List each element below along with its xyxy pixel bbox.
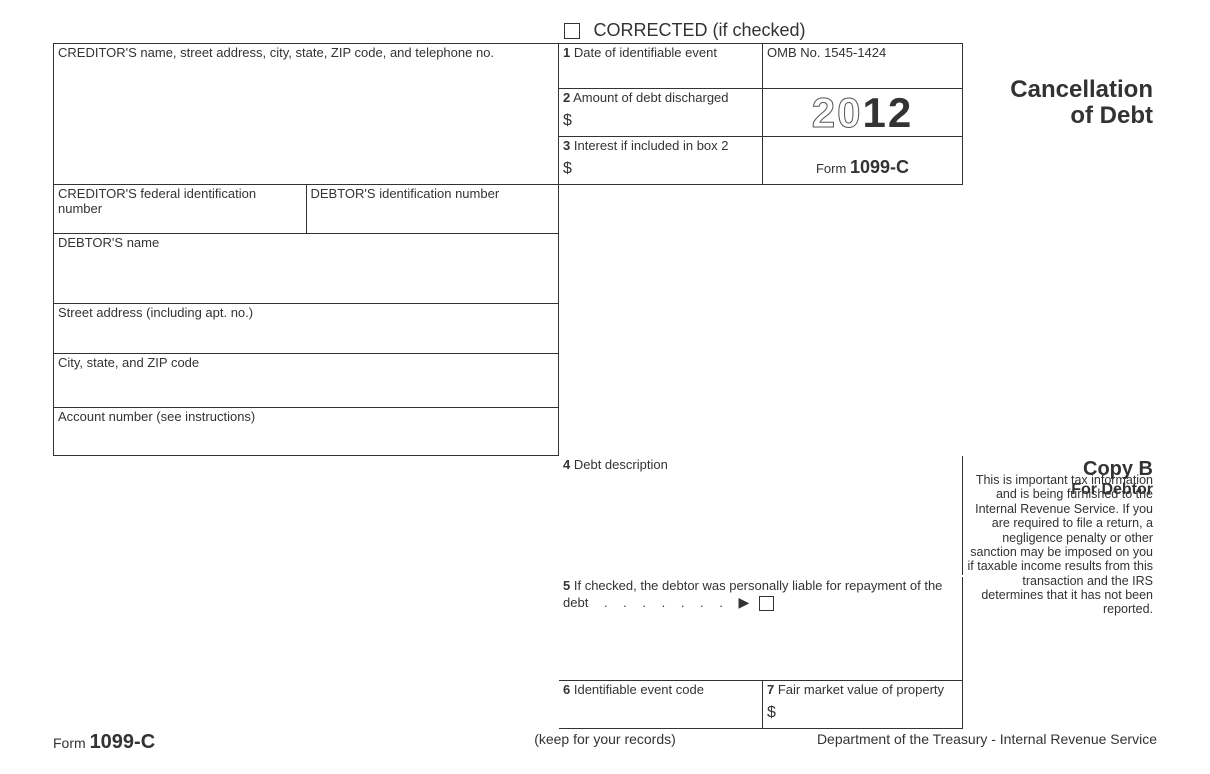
creditor-fed-id-box[interactable]: CREDITOR'S federal identification number xyxy=(53,185,307,234)
creditor-fed-id-label: CREDITOR'S federal identification number xyxy=(58,186,256,216)
right-column: OMB No. 1545-1424 2012 Form 1099-C xyxy=(763,43,963,456)
footer-form-number: 1099-C xyxy=(90,731,156,753)
box6-num: 6 xyxy=(563,682,570,697)
box-3[interactable]: 3 Interest if included in box 2 $ xyxy=(559,137,763,185)
box1-label: Date of identifiable event xyxy=(574,45,717,60)
box-5: 5 If checked, the debtor was personally … xyxy=(559,577,963,681)
title-box: Cancellation of Debt xyxy=(963,43,1157,185)
box7-num: 7 xyxy=(767,682,774,697)
year-suffix: 12 xyxy=(863,89,914,136)
box3-label: Interest if included in box 2 xyxy=(574,138,729,153)
box-2[interactable]: 2 Amount of debt discharged $ xyxy=(559,89,763,137)
box-7[interactable]: 7 Fair market value of property $ xyxy=(763,681,963,729)
street-label: Street address (including apt. no.) xyxy=(58,305,253,320)
corrected-checkbox[interactable] xyxy=(564,23,580,39)
left-column: CREDITOR'S name, street address, city, s… xyxy=(53,43,559,456)
box3-dollar: $ xyxy=(563,160,758,178)
year-box: 2012 xyxy=(763,89,963,137)
fine-print-text: This is important tax information and is… xyxy=(967,473,1157,729)
account-box[interactable]: Account number (see instructions) xyxy=(53,408,559,456)
debtor-name-box[interactable]: DEBTOR'S name xyxy=(53,234,559,304)
far-right-column: Cancellation of Debt xyxy=(963,43,1157,456)
omb-label: OMB No. 1545-1424 xyxy=(767,45,886,60)
form-label-prefix: Form xyxy=(816,161,846,176)
box3-num: 3 xyxy=(563,138,570,153)
omb-box: OMB No. 1545-1424 xyxy=(763,43,963,89)
footer-form-prefix: Form xyxy=(53,735,86,751)
footer-mid: (keep for your records) xyxy=(473,731,737,754)
box-6[interactable]: 6 Identifiable event code xyxy=(559,681,763,729)
box5-num: 5 xyxy=(563,578,570,593)
box7-dollar: $ xyxy=(767,704,958,722)
box2-label: Amount of debt discharged xyxy=(573,90,728,105)
form-number-box: Form 1099-C xyxy=(763,137,963,185)
box4-label: Debt description xyxy=(574,457,668,472)
box-4[interactable]: 4 Debt description xyxy=(559,456,963,575)
creditor-info-label: CREDITOR'S name, street address, city, s… xyxy=(58,45,494,60)
arrow-icon: ▶ xyxy=(739,594,750,610)
box7-label: Fair market value of property xyxy=(778,682,944,697)
title-line2: of Debt xyxy=(967,103,1153,129)
box1-num: 1 xyxy=(563,45,570,60)
street-box[interactable]: Street address (including apt. no.) xyxy=(53,304,559,354)
middle-column: 1 Date of identifiable event 2 Amount of… xyxy=(559,43,763,456)
box5-dots: . . . . . . . xyxy=(604,595,729,610)
form-grid: CREDITOR'S name, street address, city, s… xyxy=(53,43,1157,456)
box2-num: 2 xyxy=(563,90,570,105)
city-box[interactable]: City, state, and ZIP code xyxy=(53,354,559,408)
id-row: CREDITOR'S federal identification number… xyxy=(53,185,559,234)
title-line1: Cancellation xyxy=(967,77,1153,103)
form-1099c: CORRECTED (if checked) CREDITOR'S name, … xyxy=(53,20,1157,754)
box5-checkbox[interactable] xyxy=(759,596,774,611)
box6-label: Identifiable event code xyxy=(574,682,704,697)
debtor-id-label: DEBTOR'S identification number xyxy=(311,186,500,201)
box-1[interactable]: 1 Date of identifiable event xyxy=(559,43,763,89)
debtor-name-label: DEBTOR'S name xyxy=(58,235,159,250)
form-number: 1099-C xyxy=(850,157,909,177)
corrected-row: CORRECTED (if checked) xyxy=(53,20,1157,41)
debtor-id-box[interactable]: DEBTOR'S identification number xyxy=(307,185,560,234)
box4-num: 4 xyxy=(563,457,570,472)
box2-dollar: $ xyxy=(563,112,758,130)
corrected-label: CORRECTED (if checked) xyxy=(593,20,805,40)
account-label: Account number (see instructions) xyxy=(58,409,255,424)
footer: Form 1099-C (keep for your records) Depa… xyxy=(53,731,1157,754)
footer-right: Department of the Treasury - Internal Re… xyxy=(737,731,1157,754)
footer-left: Form 1099-C xyxy=(53,731,473,754)
year-prefix: 20 xyxy=(812,89,863,136)
creditor-info-box[interactable]: CREDITOR'S name, street address, city, s… xyxy=(53,43,559,185)
city-label: City, state, and ZIP code xyxy=(58,355,199,370)
